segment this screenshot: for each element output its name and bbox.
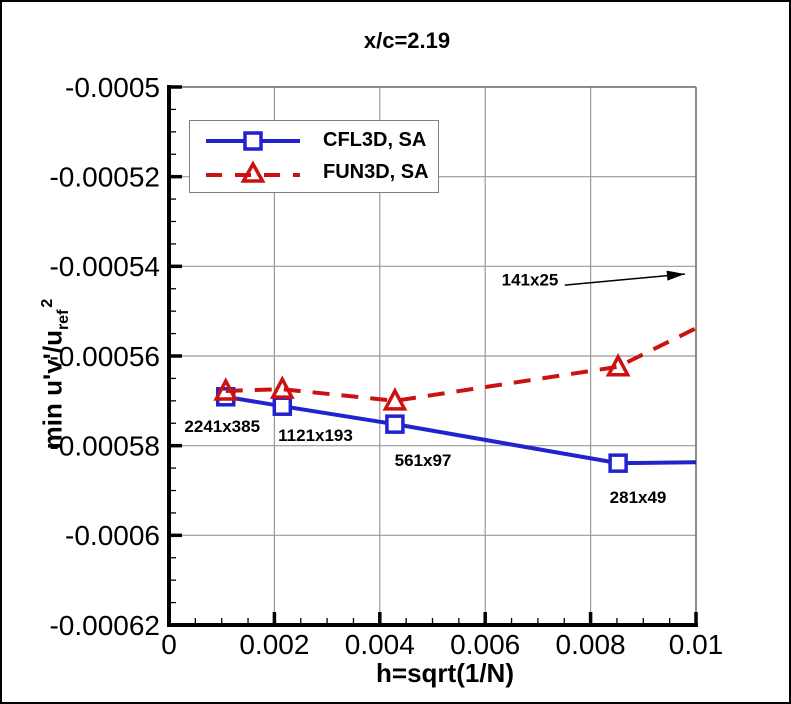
x-tick-label: 0.004 [345,629,415,660]
y-tick-label: -0.0005 [65,72,160,103]
x-axis-label: h=sqrt(1/N) [376,658,514,688]
grid-size-annotation: 1121x193 [278,426,353,445]
grid-size-annotation: 561x97 [395,451,452,470]
x-tick-label: 0.01 [669,629,724,660]
triangle-marker [382,387,408,411]
legend: CFL3D, SA FUN3D, SA [189,120,439,193]
legend-item-cfl3d: CFL3D, SA [203,126,438,156]
y-tick-label: -0.00052 [49,161,160,192]
legend-item-fun3d: FUN3D, SA [203,158,438,188]
x-tick-label: 0 [161,629,177,660]
triangle-marker [269,375,295,399]
y-axis-label-subscript: ref [54,309,72,331]
square-marker [272,396,293,416]
triangle-marker [605,353,631,377]
y-tick-label: -0.0006 [65,520,160,551]
x-tick-label: 0.008 [556,629,626,660]
legend-sample-dashed-triangle-icon [206,159,300,183]
legend-label-fun3d: FUN3D, SA [323,161,429,183]
x-tick-label: 0.002 [239,629,309,660]
y-axis-label-superscript: 2 [39,298,56,308]
y-tick-label: -0.00054 [49,251,160,282]
annotation-arrowhead-icon [666,270,685,281]
y-tick-label: -0.00062 [49,610,160,641]
grid-size-annotation: 2241x385 [184,417,260,436]
legend-sample-solid-square-icon [206,130,300,151]
grid-size-annotation: 281x49 [610,488,667,507]
y-tick-label: -0.00058 [49,430,160,461]
series-line-fun3d [225,326,697,403]
triangle-marker [213,377,239,401]
legend-label-cfl3d: CFL3D, SA [323,129,427,151]
square-marker [385,414,405,434]
annotation-arrow-line [564,273,686,286]
y-axis-label-main: min u'v'/u [37,330,68,450]
y-axis-label: min u'v'/uref2 [28,224,72,524]
chart-title: x/c=2.19 [363,28,451,53]
grid-size-annotation: 141x25 [502,271,559,290]
x-tick-label: 0.006 [450,629,520,660]
square-marker [608,453,628,473]
y-tick-label: -0.00056 [49,341,160,372]
